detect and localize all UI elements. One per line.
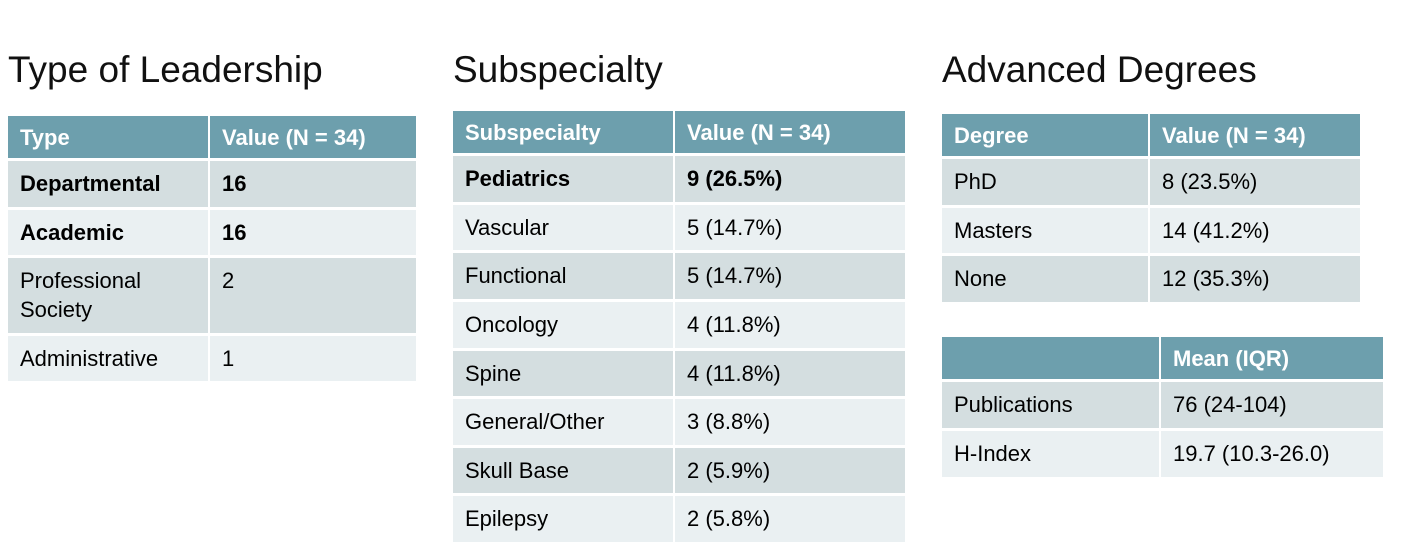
table-row: Vascular 5 (14.7%) [453, 204, 905, 254]
table-row: Skull Base 2 (5.9%) [453, 447, 905, 497]
leadership-table: Type Value (N = 34) Departmental 16 Acad… [8, 116, 416, 385]
row-value: 14 (41.2%) [1150, 207, 1360, 257]
row-value: 3 (8.8%) [675, 399, 905, 448]
column-header-value: Value (N = 34) [675, 111, 905, 157]
row-label: Skull Base [453, 447, 675, 497]
row-value: 5 (14.7%) [675, 253, 905, 303]
row-value: 4 (11.8%) [675, 350, 905, 400]
table-row: Functional 5 (14.7%) [453, 253, 905, 303]
table-header-row: Mean (IQR) [942, 337, 1383, 383]
subspecialty-table: Subspecialty Value (N = 34) Pediatrics 9… [453, 111, 905, 546]
advanced-degrees-section: Advanced Degrees Degree Value (N = 34) P… [942, 0, 1383, 480]
row-value: 16 [210, 161, 416, 210]
table-header-row: Degree Value (N = 34) [942, 114, 1360, 160]
table-row: Oncology 4 (11.8%) [453, 302, 905, 351]
row-value: 12 (35.3%) [1150, 256, 1360, 306]
row-value: 2 (5.9%) [675, 447, 905, 497]
row-label: General/Other [453, 399, 675, 448]
table-header-row: Subspecialty Value (N = 34) [453, 111, 905, 157]
column-header-value: Value (N = 34) [1150, 114, 1360, 160]
table-row: Publications 76 (24-104) [942, 382, 1383, 431]
row-label: Functional [453, 253, 675, 303]
table-row: PhD 8 (23.5%) [942, 159, 1360, 208]
advanced-degrees-title: Advanced Degrees [942, 49, 1257, 90]
row-value: 4 (11.8%) [675, 302, 905, 351]
column-header-type: Type [8, 116, 210, 162]
column-header-subspecialty: Subspecialty [453, 111, 675, 157]
row-value: 5 (14.7%) [675, 204, 905, 254]
row-label: PhD [942, 159, 1150, 208]
table-header-row: Type Value (N = 34) [8, 116, 416, 162]
table-row: Masters 14 (41.2%) [942, 207, 1360, 257]
table-row: Epilepsy 2 (5.8%) [453, 496, 905, 546]
column-header-value: Value (N = 34) [210, 116, 416, 162]
row-value: 2 (5.8%) [675, 496, 905, 546]
table-row: General/Other 3 (8.8%) [453, 399, 905, 448]
row-value: 16 [210, 209, 416, 259]
column-header-blank [942, 337, 1161, 383]
column-header-mean-iqr: Mean (IQR) [1161, 337, 1383, 383]
row-label: Pediatrics [453, 156, 675, 205]
row-value: 76 (24-104) [1161, 382, 1383, 431]
row-label: Academic [8, 209, 210, 259]
table-row: Spine 4 (11.8%) [453, 350, 905, 400]
table-row: None 12 (35.3%) [942, 256, 1360, 306]
row-label: Oncology [453, 302, 675, 351]
metrics-table: Mean (IQR) Publications 76 (24-104) H-In… [942, 337, 1383, 480]
table-row: Departmental 16 [8, 161, 416, 210]
subspecialty-title: Subspecialty [453, 49, 663, 90]
subspecialty-section: Subspecialty Subspecialty Value (N = 34)… [453, 0, 905, 546]
table-row: H-Index 19.7 (10.3-26.0) [942, 430, 1383, 480]
table-row: Professional Society 2 [8, 258, 416, 336]
row-label: Epilepsy [453, 496, 675, 546]
row-value: 8 (23.5%) [1150, 159, 1360, 208]
row-value: 1 [210, 335, 416, 385]
table-row: Pediatrics 9 (26.5%) [453, 156, 905, 205]
row-label: Masters [942, 207, 1150, 257]
row-label: Administrative [8, 335, 210, 385]
table-row: Administrative 1 [8, 335, 416, 385]
row-label: Professional Society [8, 258, 210, 336]
row-label: Spine [453, 350, 675, 400]
row-label: H-Index [942, 430, 1161, 480]
leadership-title: Type of Leadership [8, 49, 323, 90]
row-label: Departmental [8, 161, 210, 210]
table-row: Academic 16 [8, 209, 416, 259]
row-value: 9 (26.5%) [675, 156, 905, 205]
row-label: Publications [942, 382, 1161, 431]
row-value: 19.7 (10.3-26.0) [1161, 430, 1383, 480]
row-value: 2 [210, 258, 416, 336]
leadership-section: Type of Leadership Type Value (N = 34) D… [8, 0, 416, 385]
column-header-degree: Degree [942, 114, 1150, 160]
row-label: Vascular [453, 204, 675, 254]
row-label: None [942, 256, 1150, 306]
degrees-table: Degree Value (N = 34) PhD 8 (23.5%) Mast… [942, 114, 1360, 306]
